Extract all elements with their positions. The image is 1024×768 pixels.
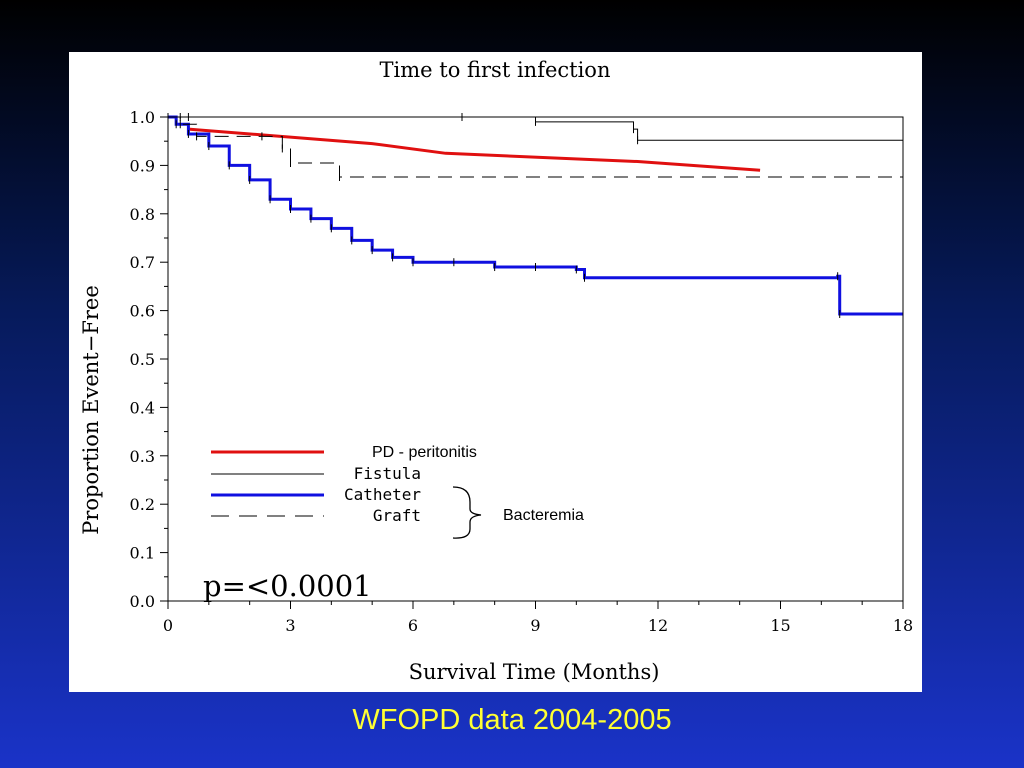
y-tick-label: 0.4	[130, 398, 155, 417]
bacteremia-bracket	[452, 486, 482, 539]
x-tick-label: 18	[893, 616, 913, 635]
legend: PD - peritonitis Fistula Catheter Graft	[211, 444, 477, 525]
x-tick-label: 12	[648, 616, 668, 635]
legend-label-0: PD - peritonitis	[372, 444, 477, 461]
x-axis-label: Survival Time (Months)	[409, 660, 660, 684]
y-axis-label: Proportion Event−Free	[79, 285, 103, 535]
y-tick-label: 0.7	[130, 253, 155, 272]
km-chart: 0.0 0.1 0.2 0.3 0.4 0.5 0.6 0.7 0.8 0.9 1.0 0 3 6 9 12 1…	[79, 58, 914, 684]
y-tick-label: 1.0	[130, 108, 155, 127]
y-tick-label: 0.2	[130, 495, 155, 514]
y-tick-label: 0.0	[130, 592, 155, 611]
axis-layer: 0.0 0.1 0.2 0.3 0.4 0.5 0.6 0.7 0.8 0.9 1.0 0 3 6 9 12 1…	[130, 108, 914, 635]
p-value-annotation: p=<0.0001	[203, 569, 372, 603]
plot-frame	[167, 116, 904, 602]
legend-label-1: Fistula	[354, 464, 421, 483]
x-tick-label: 15	[770, 616, 790, 635]
series-line-3	[168, 116, 903, 178]
footer-caption: WFOPD data 2004-2005	[352, 704, 672, 736]
y-tick-label: 0.3	[130, 447, 155, 466]
series-layer	[167, 113, 904, 318]
x-tick-label: 3	[285, 616, 295, 635]
x-tick-label: 0	[163, 616, 173, 635]
legend-label-3: Graft	[373, 506, 421, 525]
chart-title: Time to first infection	[380, 58, 611, 82]
x-tick-label: 9	[530, 616, 540, 635]
series-line-2	[168, 115, 903, 316]
bacteremia-label: Bacteremia	[503, 507, 584, 524]
y-tick-label: 0.6	[130, 302, 155, 321]
y-tick-label: 0.9	[130, 156, 155, 175]
series-line-0	[188, 127, 761, 172]
legend-label-2: Catheter	[344, 485, 421, 504]
y-tick-label: 0.1	[130, 544, 155, 563]
x-tick-label: 6	[408, 616, 418, 635]
y-tick-label: 0.5	[130, 350, 155, 369]
y-tick-label: 0.8	[130, 205, 155, 224]
chart-panel: 0.0 0.1 0.2 0.3 0.4 0.5 0.6 0.7 0.8 0.9 1.0 0 3 6 9 12 1…	[69, 52, 922, 692]
